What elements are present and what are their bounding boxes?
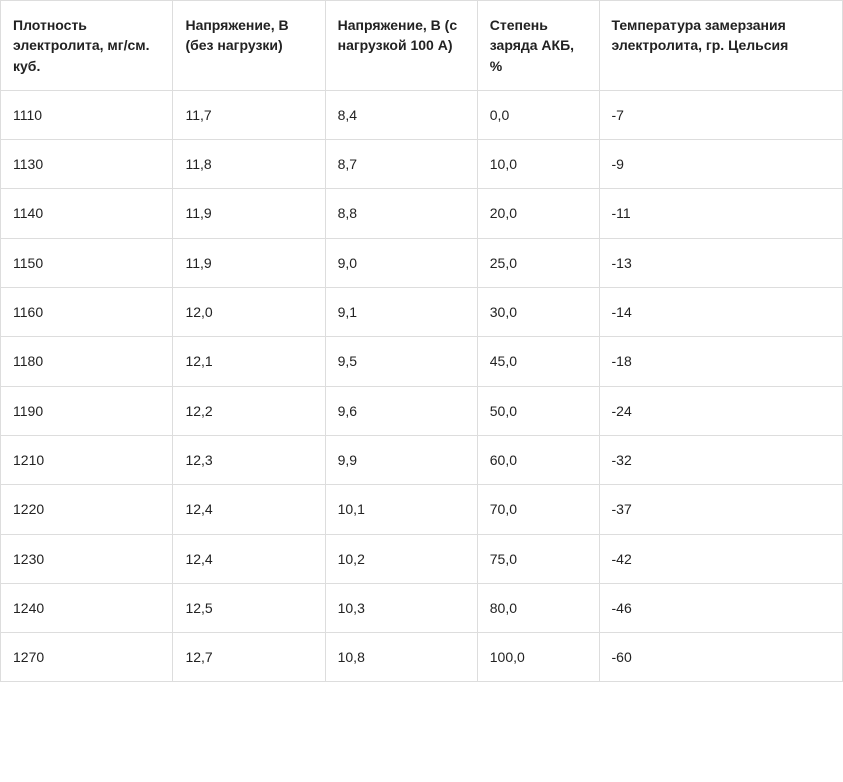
table-row: 122012,410,170,0-37 bbox=[1, 485, 843, 534]
table-row: 114011,98,820,0-11 bbox=[1, 189, 843, 238]
table-cell: -9 bbox=[599, 140, 843, 189]
table-row: 116012,09,130,0-14 bbox=[1, 288, 843, 337]
table-cell: 12,1 bbox=[173, 337, 325, 386]
table-cell: 9,6 bbox=[325, 386, 477, 435]
col-header-voltage-noload: Напряжение, В (без нагрузки) bbox=[173, 1, 325, 91]
table-cell: 75,0 bbox=[477, 534, 599, 583]
table-cell: 45,0 bbox=[477, 337, 599, 386]
table-cell: 30,0 bbox=[477, 288, 599, 337]
table-cell: -24 bbox=[599, 386, 843, 435]
table-cell: 20,0 bbox=[477, 189, 599, 238]
col-header-charge: Степень заряда АКБ, % bbox=[477, 1, 599, 91]
table-container: Плотность электролита, мг/см. куб. Напря… bbox=[0, 0, 843, 682]
table-cell: 8,4 bbox=[325, 90, 477, 139]
table-cell: 12,4 bbox=[173, 534, 325, 583]
table-cell: 9,0 bbox=[325, 238, 477, 287]
table-cell: -32 bbox=[599, 435, 843, 484]
table-cell: 1240 bbox=[1, 583, 173, 632]
table-cell: -37 bbox=[599, 485, 843, 534]
table-cell: -60 bbox=[599, 633, 843, 682]
table-cell: 1270 bbox=[1, 633, 173, 682]
table-cell: 11,7 bbox=[173, 90, 325, 139]
table-cell: 1110 bbox=[1, 90, 173, 139]
col-header-freeze-temp: Температура замерзания электролита, гр. … bbox=[599, 1, 843, 91]
table-cell: 10,2 bbox=[325, 534, 477, 583]
table-body: 111011,78,40,0-7113011,88,710,0-9114011,… bbox=[1, 90, 843, 682]
table-cell: 1190 bbox=[1, 386, 173, 435]
table-cell: 1160 bbox=[1, 288, 173, 337]
table-cell: 1140 bbox=[1, 189, 173, 238]
table-cell: 9,5 bbox=[325, 337, 477, 386]
table-row: 118012,19,545,0-18 bbox=[1, 337, 843, 386]
table-cell: -18 bbox=[599, 337, 843, 386]
table-row: 111011,78,40,0-7 bbox=[1, 90, 843, 139]
table-row: 121012,39,960,0-32 bbox=[1, 435, 843, 484]
table-cell: -14 bbox=[599, 288, 843, 337]
table-cell: 12,2 bbox=[173, 386, 325, 435]
table-cell: 8,7 bbox=[325, 140, 477, 189]
table-row: 115011,99,025,0-13 bbox=[1, 238, 843, 287]
table-cell: 12,5 bbox=[173, 583, 325, 632]
table-cell: 1180 bbox=[1, 337, 173, 386]
table-cell: 50,0 bbox=[477, 386, 599, 435]
table-row: 119012,29,650,0-24 bbox=[1, 386, 843, 435]
table-cell: 1150 bbox=[1, 238, 173, 287]
table-row: 124012,510,380,0-46 bbox=[1, 583, 843, 632]
table-cell: 60,0 bbox=[477, 435, 599, 484]
table-cell: 10,1 bbox=[325, 485, 477, 534]
table-cell: 1210 bbox=[1, 435, 173, 484]
battery-table: Плотность электролита, мг/см. куб. Напря… bbox=[0, 0, 843, 682]
table-cell: 12,7 bbox=[173, 633, 325, 682]
col-header-density: Плотность электролита, мг/см. куб. bbox=[1, 1, 173, 91]
table-cell: 70,0 bbox=[477, 485, 599, 534]
table-cell: -42 bbox=[599, 534, 843, 583]
table-cell: -7 bbox=[599, 90, 843, 139]
table-row: 123012,410,275,0-42 bbox=[1, 534, 843, 583]
table-cell: 100,0 bbox=[477, 633, 599, 682]
table-cell: 8,8 bbox=[325, 189, 477, 238]
table-cell: 11,8 bbox=[173, 140, 325, 189]
table-cell: 11,9 bbox=[173, 238, 325, 287]
table-cell: 12,3 bbox=[173, 435, 325, 484]
table-cell: 12,0 bbox=[173, 288, 325, 337]
table-cell: 25,0 bbox=[477, 238, 599, 287]
table-cell: -13 bbox=[599, 238, 843, 287]
table-cell: 0,0 bbox=[477, 90, 599, 139]
table-cell: 10,3 bbox=[325, 583, 477, 632]
table-cell: 80,0 bbox=[477, 583, 599, 632]
table-cell: 9,9 bbox=[325, 435, 477, 484]
table-cell: -46 bbox=[599, 583, 843, 632]
table-cell: -11 bbox=[599, 189, 843, 238]
table-cell: 1230 bbox=[1, 534, 173, 583]
table-cell: 1130 bbox=[1, 140, 173, 189]
table-cell: 10,8 bbox=[325, 633, 477, 682]
table-row: 127012,710,8100,0-60 bbox=[1, 633, 843, 682]
header-row: Плотность электролита, мг/см. куб. Напря… bbox=[1, 1, 843, 91]
table-cell: 12,4 bbox=[173, 485, 325, 534]
table-cell: 10,0 bbox=[477, 140, 599, 189]
table-row: 113011,88,710,0-9 bbox=[1, 140, 843, 189]
table-cell: 11,9 bbox=[173, 189, 325, 238]
table-cell: 1220 bbox=[1, 485, 173, 534]
table-cell: 9,1 bbox=[325, 288, 477, 337]
col-header-voltage-load: Напряжение, В (с нагрузкой 100 А) bbox=[325, 1, 477, 91]
